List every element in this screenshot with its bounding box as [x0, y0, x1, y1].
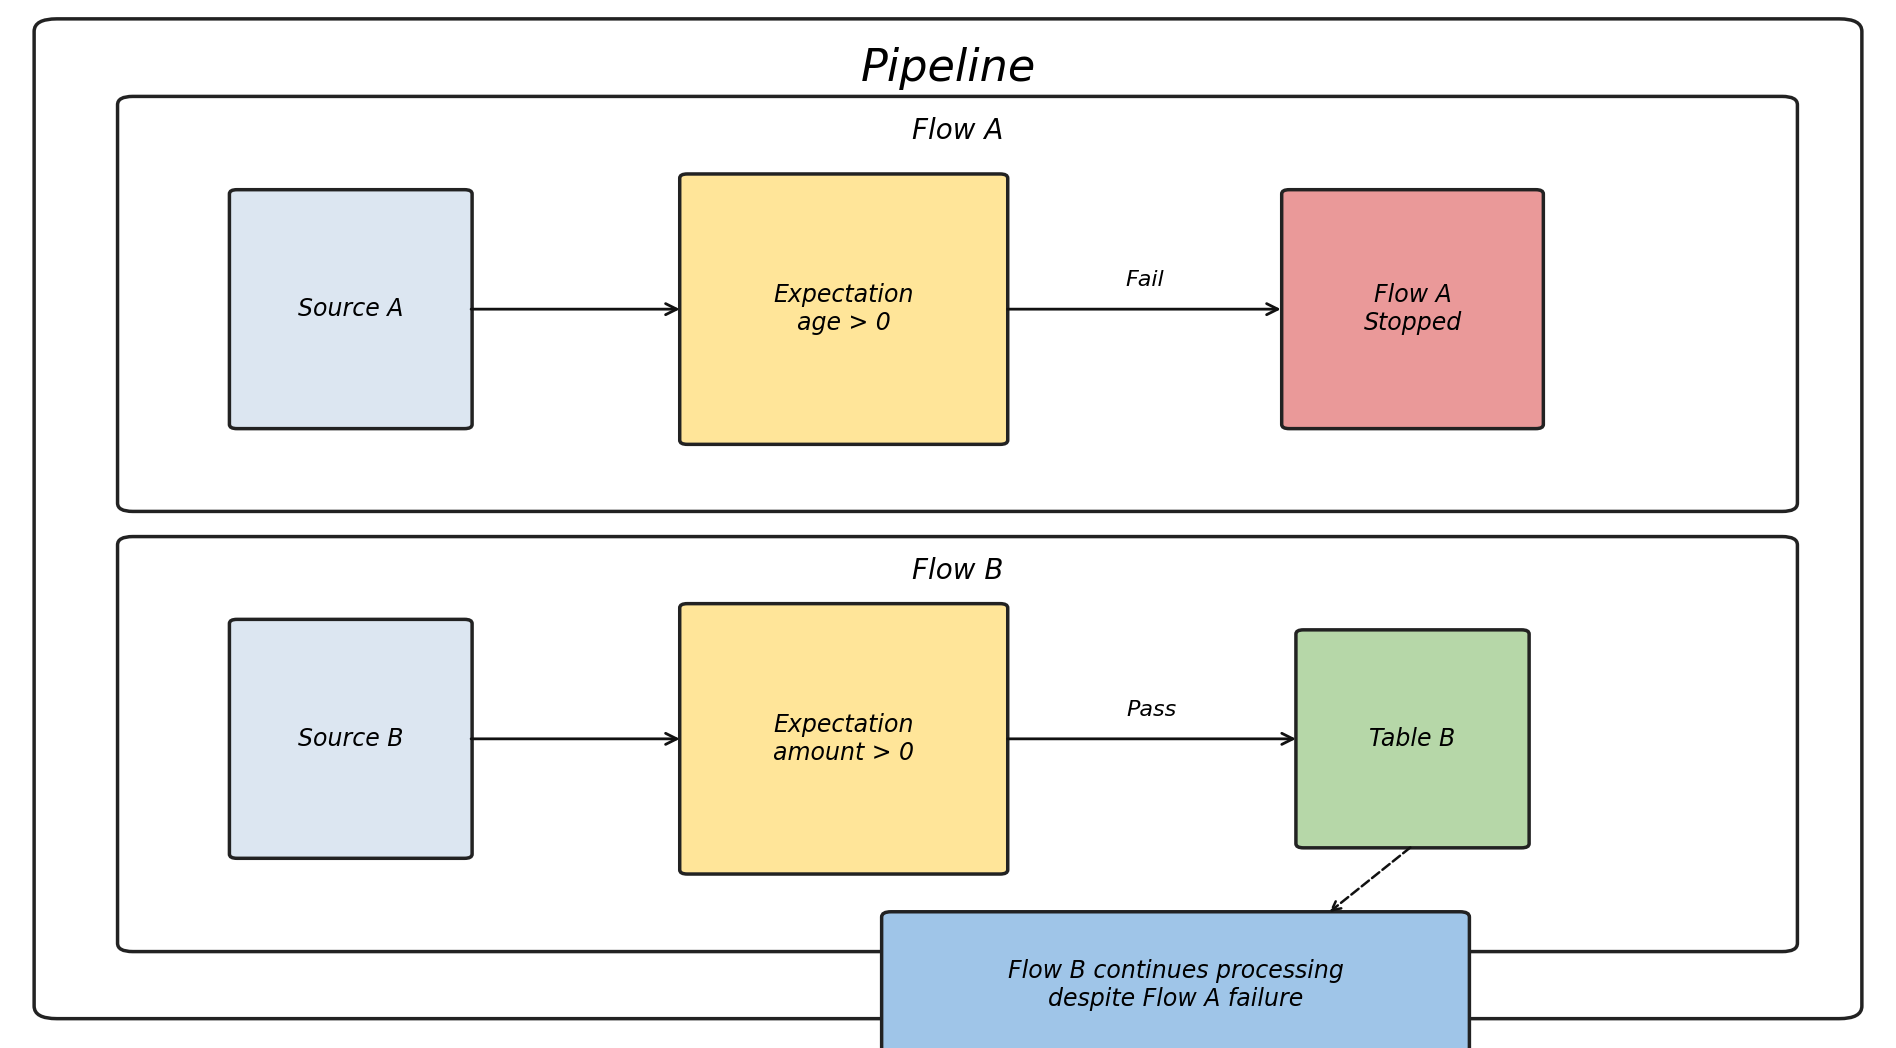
FancyBboxPatch shape — [229, 190, 472, 429]
FancyBboxPatch shape — [118, 537, 1797, 952]
Text: Expectation
amount > 0: Expectation amount > 0 — [774, 713, 914, 765]
Text: Flow A: Flow A — [912, 117, 1003, 145]
FancyBboxPatch shape — [118, 96, 1797, 511]
FancyBboxPatch shape — [679, 604, 1009, 874]
Text: Pipeline: Pipeline — [861, 46, 1035, 90]
FancyBboxPatch shape — [1295, 630, 1528, 848]
Text: Flow B continues processing
despite Flow A failure: Flow B continues processing despite Flow… — [1007, 959, 1344, 1011]
Text: Pass: Pass — [1126, 700, 1177, 720]
FancyBboxPatch shape — [1282, 190, 1543, 429]
Text: Flow A
Stopped: Flow A Stopped — [1363, 283, 1462, 335]
Text: Source B: Source B — [298, 727, 404, 750]
Text: Fail: Fail — [1124, 270, 1164, 290]
FancyBboxPatch shape — [34, 19, 1862, 1019]
Text: Expectation
age > 0: Expectation age > 0 — [774, 283, 914, 335]
Text: Table B: Table B — [1369, 727, 1456, 750]
FancyBboxPatch shape — [229, 619, 472, 858]
FancyBboxPatch shape — [679, 174, 1009, 444]
FancyBboxPatch shape — [882, 912, 1469, 1048]
Text: Source A: Source A — [298, 298, 404, 321]
Text: Flow B: Flow B — [912, 558, 1003, 585]
